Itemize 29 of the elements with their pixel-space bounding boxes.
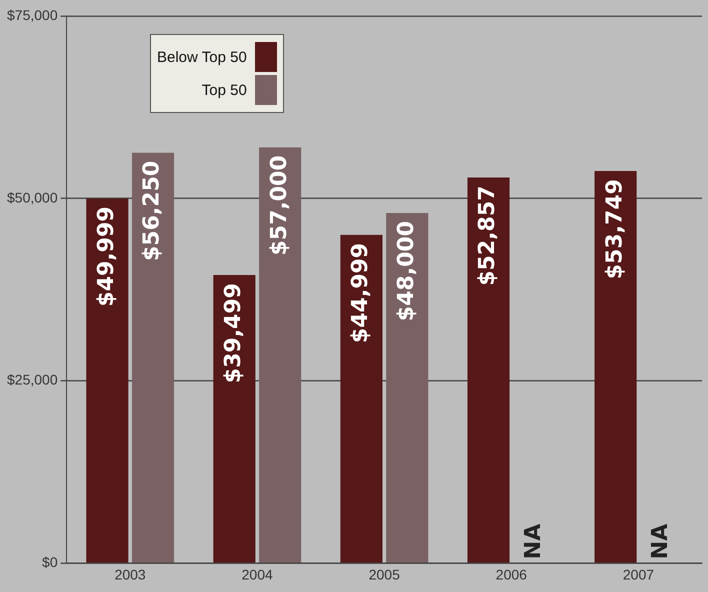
data-label: $39,499 [221,283,246,384]
x-tick-label: 2005 [368,566,400,582]
data-label: $48,000 [394,220,419,322]
data-label: $56,250 [140,160,165,262]
bar [386,212,428,562]
x-tick-label: 2004 [242,566,274,582]
bar [467,178,510,562]
bar [86,198,128,562]
y-tick-label: $50,000 [6,189,58,206]
bar [259,147,302,562]
data-label: $53,749 [602,179,628,280]
legend-label: Below Top 50 [157,48,247,66]
x-tick-label: 2007 [622,566,654,582]
bar [340,234,382,562]
bar [132,152,174,562]
x-tick-label: 2003 [114,566,146,582]
bar [594,171,637,562]
legend-label: Top 50 [202,82,247,98]
data-label: $52,857 [475,186,500,286]
text: NA [648,524,674,560]
y-tick-label: $0 [42,554,58,570]
bar [213,275,256,562]
data-label: $49,999 [94,206,119,307]
data-label: $44,999 [348,242,374,344]
y-tick-label: $25,000 [6,372,58,388]
text: NA [520,524,546,560]
data-label: $57,000 [266,155,292,256]
y-tick-label: $75,000 [6,6,58,23]
x-tick-label: 2006 [496,566,528,582]
